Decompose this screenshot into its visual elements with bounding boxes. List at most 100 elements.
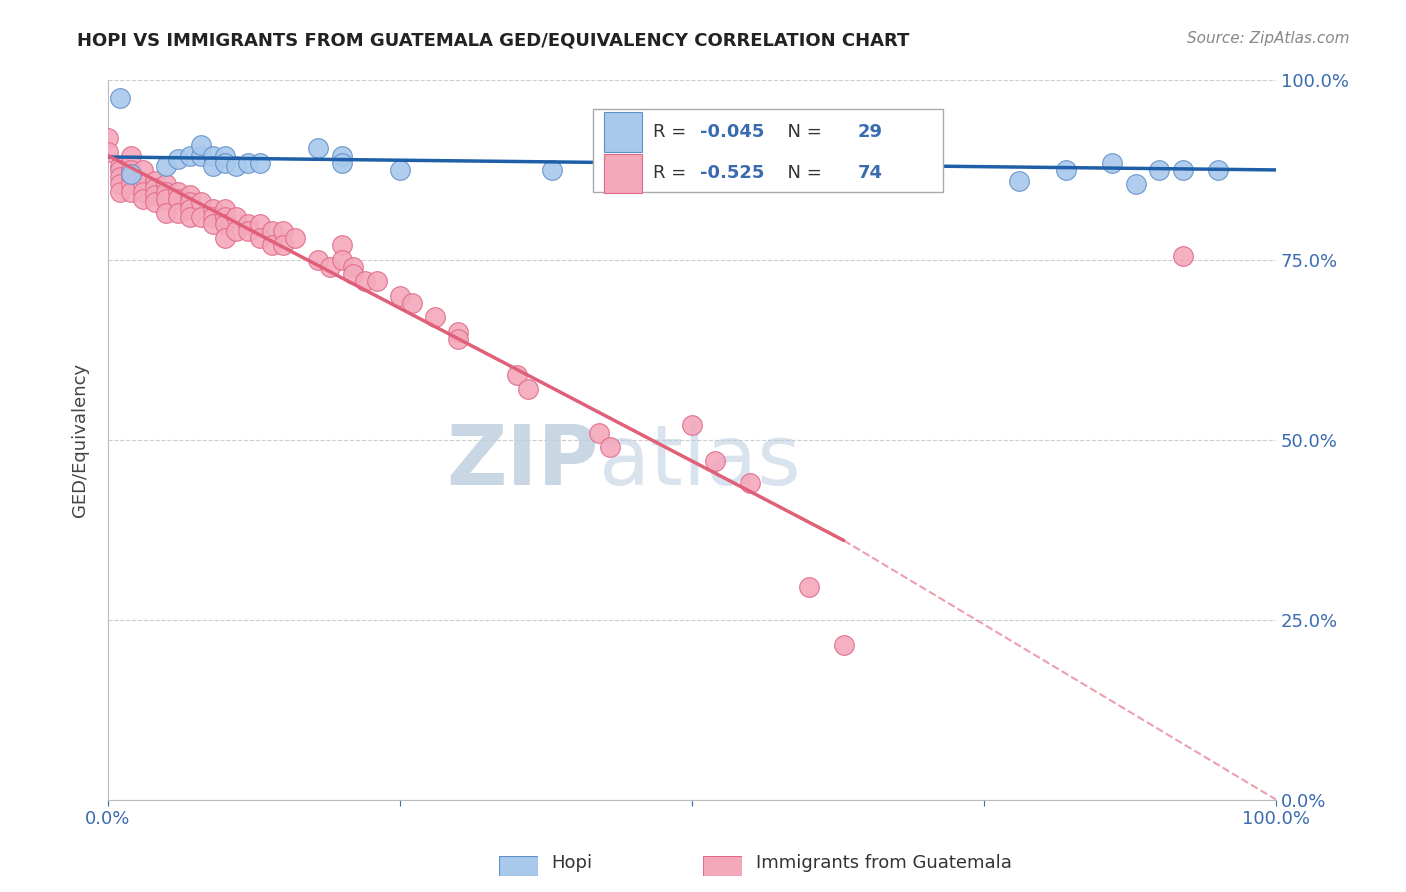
Y-axis label: GED/Equivalency: GED/Equivalency [72, 363, 89, 516]
Point [202, 159, 225, 173]
Point [167, 185, 190, 199]
Point [179, 148, 201, 162]
Point [260, 224, 283, 238]
Point [202, 210, 225, 224]
Point [143, 174, 166, 188]
Point [155, 178, 177, 192]
Point [704, 454, 727, 468]
Text: R =: R = [654, 123, 692, 141]
Point [366, 275, 388, 289]
Point [132, 192, 155, 206]
Text: N =: N = [776, 164, 828, 182]
Text: -0.525: -0.525 [700, 164, 765, 182]
Point [1054, 162, 1077, 177]
Point [330, 252, 353, 267]
Point [447, 325, 470, 339]
Point [588, 425, 610, 440]
Point [1101, 155, 1123, 169]
Point [354, 275, 377, 289]
Point [342, 267, 364, 281]
Point [155, 206, 177, 220]
Point [179, 188, 201, 202]
Point [108, 178, 131, 192]
Text: HOPI VS IMMIGRANTS FROM GUATEMALA GED/EQUIVALENCY CORRELATION CHART: HOPI VS IMMIGRANTS FROM GUATEMALA GED/EQ… [77, 31, 910, 49]
Point [108, 170, 131, 185]
Point [681, 418, 703, 433]
Point [236, 224, 259, 238]
Point [540, 162, 562, 177]
Point [108, 91, 131, 105]
Bar [605, 112, 641, 152]
Text: R =: R = [654, 164, 692, 182]
Point [190, 137, 212, 152]
Point [120, 185, 142, 199]
Point [740, 475, 762, 490]
Point [202, 202, 225, 217]
Point [330, 155, 353, 169]
Point [447, 332, 470, 346]
Point [155, 185, 177, 199]
Point [108, 185, 131, 199]
Text: ZIP: ZIP [446, 421, 599, 502]
Point [388, 289, 411, 303]
Point [506, 368, 529, 382]
Point [388, 162, 411, 177]
Point [225, 210, 247, 224]
Point [342, 260, 364, 274]
Point [179, 210, 201, 224]
Point [214, 148, 236, 162]
Point [658, 155, 681, 169]
Point [249, 217, 271, 231]
Point [143, 181, 166, 195]
Point [214, 202, 236, 217]
Point [214, 231, 236, 245]
Text: 29: 29 [858, 123, 883, 141]
Point [155, 159, 177, 173]
Bar [605, 153, 641, 193]
Point [517, 383, 540, 397]
Point [1206, 162, 1229, 177]
Point [120, 148, 142, 162]
Point [108, 159, 131, 173]
Point [599, 440, 621, 454]
Point [330, 238, 353, 252]
Point [132, 162, 155, 177]
Point [167, 152, 190, 166]
Point [214, 217, 236, 231]
Text: Source: ZipAtlas.com: Source: ZipAtlas.com [1187, 31, 1350, 46]
Point [155, 192, 177, 206]
Point [190, 195, 212, 210]
Point [307, 141, 329, 155]
Point [179, 202, 201, 217]
Text: N =: N = [776, 123, 828, 141]
Point [423, 310, 446, 325]
Text: 74: 74 [858, 164, 883, 182]
Point [1147, 162, 1170, 177]
Point [167, 206, 190, 220]
Point [225, 224, 247, 238]
Point [249, 155, 271, 169]
Point [143, 195, 166, 210]
FancyBboxPatch shape [593, 109, 943, 192]
Point [132, 178, 155, 192]
Point [202, 217, 225, 231]
Point [143, 188, 166, 202]
Point [797, 580, 820, 594]
Point [271, 238, 294, 252]
Point [1171, 249, 1194, 263]
Point [307, 252, 329, 267]
Point [179, 195, 201, 210]
Point [132, 185, 155, 199]
Point [236, 217, 259, 231]
Point [856, 159, 879, 173]
Point [120, 178, 142, 192]
Point [271, 224, 294, 238]
Point [108, 162, 131, 177]
Text: Hopi: Hopi [551, 855, 592, 872]
Point [214, 210, 236, 224]
Point [120, 162, 142, 177]
Point [284, 231, 307, 245]
Point [1171, 162, 1194, 177]
Point [225, 159, 247, 173]
Point [97, 130, 120, 145]
